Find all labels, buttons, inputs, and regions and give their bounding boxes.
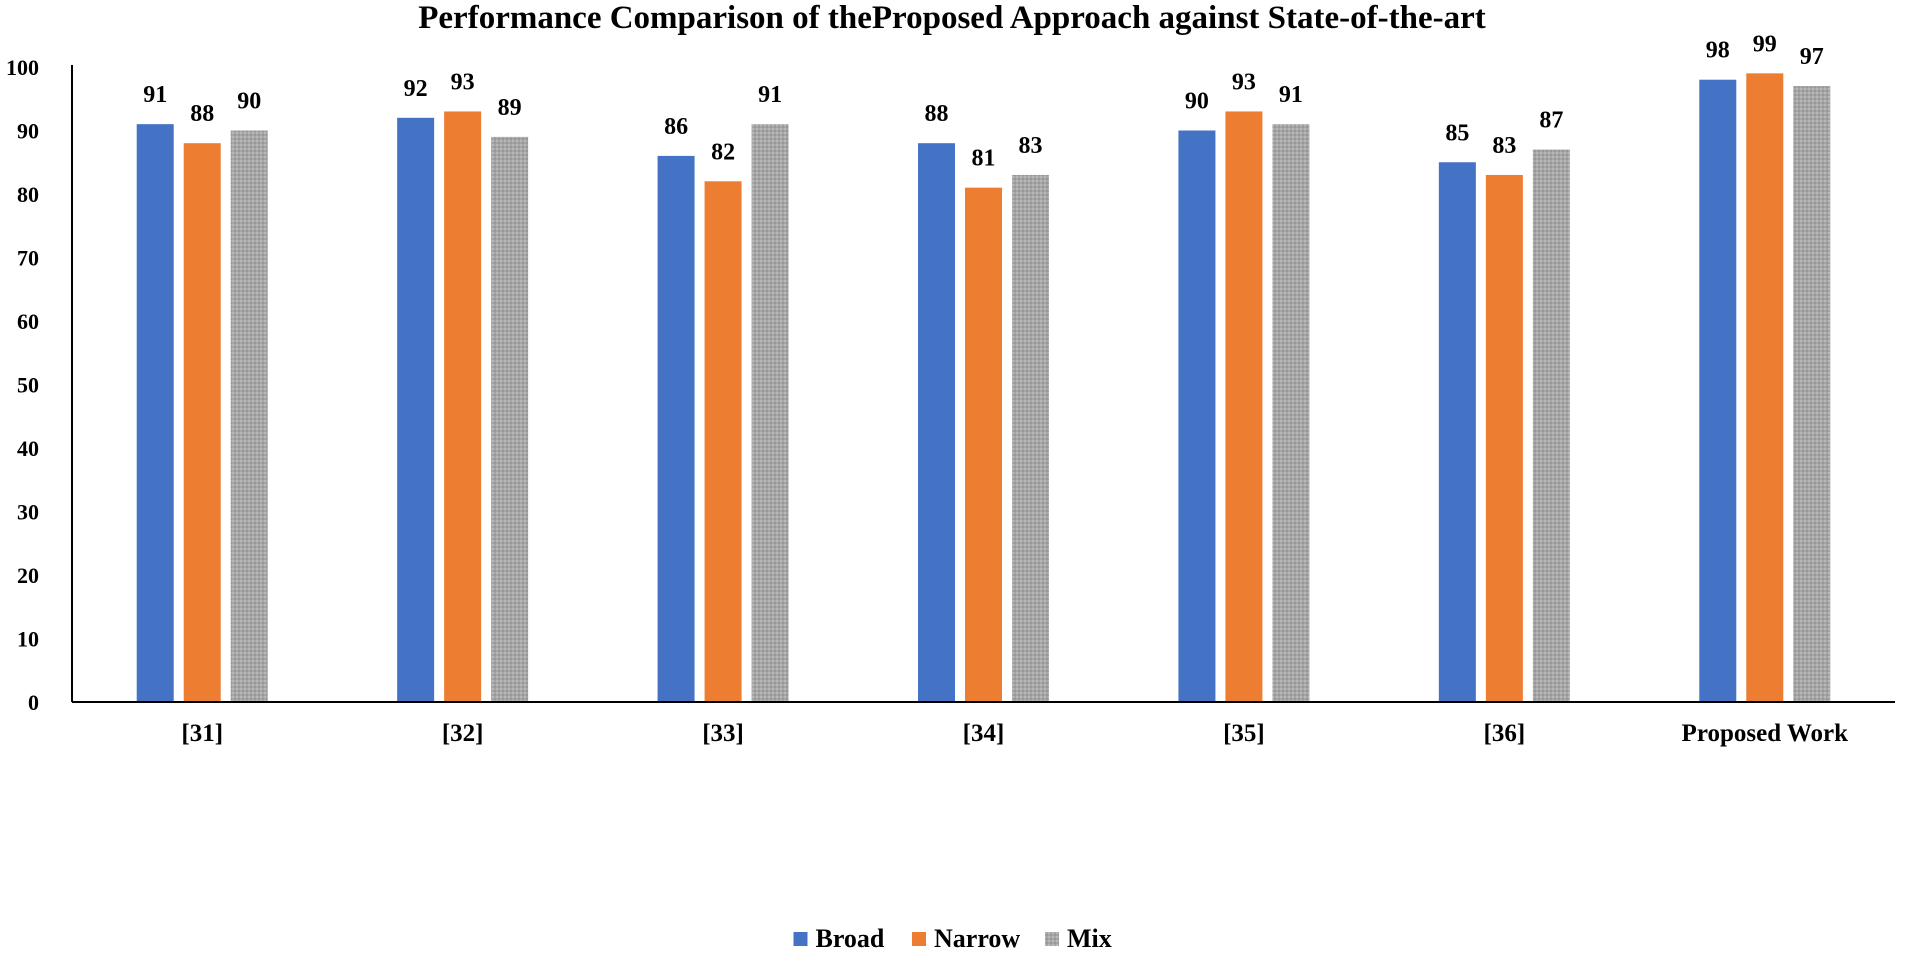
y-axis-ticks: 0 10 20 30 40 50 60 70 80 90 100 [6,55,39,715]
bar-broad [1699,79,1737,702]
data-label-broad: 90 [1185,89,1209,115]
y-tick-label: 90 [17,119,39,144]
bar-broad [397,117,435,703]
y-tick-label: 10 [17,627,39,652]
x-tick-label: [31] [181,720,223,747]
legend: Broad Narrow Mix [793,924,1112,953]
bar-mix [230,130,268,702]
bar-narrow [704,181,742,703]
bar-mix [1012,174,1049,702]
bar-mix [1532,149,1570,703]
data-label-narrow: 88 [190,101,214,127]
x-tick-label: [34] [963,720,1005,747]
bar-mix [1272,124,1310,702]
data-label-narrow: 83 [1492,133,1516,159]
y-tick-label: 100 [6,55,39,80]
data-label-broad: 91 [143,82,167,108]
bar-broad [1438,162,1476,702]
data-label-mix: 91 [758,82,782,108]
x-tick-label: [32] [442,720,484,747]
data-label-mix: 97 [1800,44,1824,70]
y-tick-label: 50 [17,373,39,398]
bar-narrow [1485,174,1523,702]
bar-narrow [965,187,1002,702]
y-tick-label: 40 [17,436,39,461]
x-tick-label: [36] [1484,720,1526,747]
bar-narrow [444,111,482,702]
data-label-broad: 88 [925,101,949,127]
data-label-narrow: 93 [1232,69,1256,95]
bar-mix [491,136,529,703]
data-label-broad: 85 [1445,120,1469,146]
data-label-broad: 98 [1706,38,1730,64]
data-label-mix: 91 [1279,82,1303,108]
legend-label-mix: Mix [1067,924,1112,953]
bar-broad [1178,130,1216,702]
data-label-narrow: 82 [711,139,735,165]
y-tick-label: 60 [17,309,39,334]
data-label-narrow: 93 [451,69,475,95]
bar-narrow [183,143,221,702]
y-tick-label: 0 [28,690,39,715]
x-tick-label: [35] [1223,720,1265,747]
x-tick-label: [33] [702,720,744,747]
bar-broad [918,143,955,702]
bar-mix [1793,86,1831,703]
y-tick-label: 20 [17,563,39,588]
y-tick-label: 70 [17,246,39,271]
legend-label-narrow: Narrow [934,924,1020,953]
data-label-mix: 89 [498,95,522,121]
bar-narrow [1225,111,1263,702]
data-label-mix: 83 [1019,133,1043,159]
bar-broad [657,155,695,702]
y-tick-label: 30 [17,500,39,525]
data-label-broad: 92 [404,76,428,102]
legend-label-broad: Broad [816,924,885,953]
data-label-narrow: 99 [1753,31,1777,57]
chart-title: Performance Comparison of theProposed Ap… [418,0,1485,36]
x-axis-ticks: [31] [32] [33] [34] [35] [36] Proposed Work [181,720,1848,747]
data-label-narrow: 81 [972,146,996,172]
data-label-mix: 87 [1539,108,1563,134]
data-label-broad: 86 [664,114,688,140]
bar-mix [751,124,789,702]
y-tick-label: 80 [17,182,39,207]
data-label-mix: 90 [237,89,261,115]
legend-swatch-mix [1045,932,1059,946]
data-labels-group: 91 88 90 92 93 89 86 82 91 88 81 83 90 93 91 85 83 87 98 99… [143,31,1824,171]
x-tick-label: Proposed Work [1682,720,1849,747]
bars-group [136,73,1831,703]
legend-swatch-broad [793,932,808,946]
bar-narrow [1746,73,1784,703]
legend-swatch-narrow [912,932,926,946]
bar-broad [136,124,174,702]
